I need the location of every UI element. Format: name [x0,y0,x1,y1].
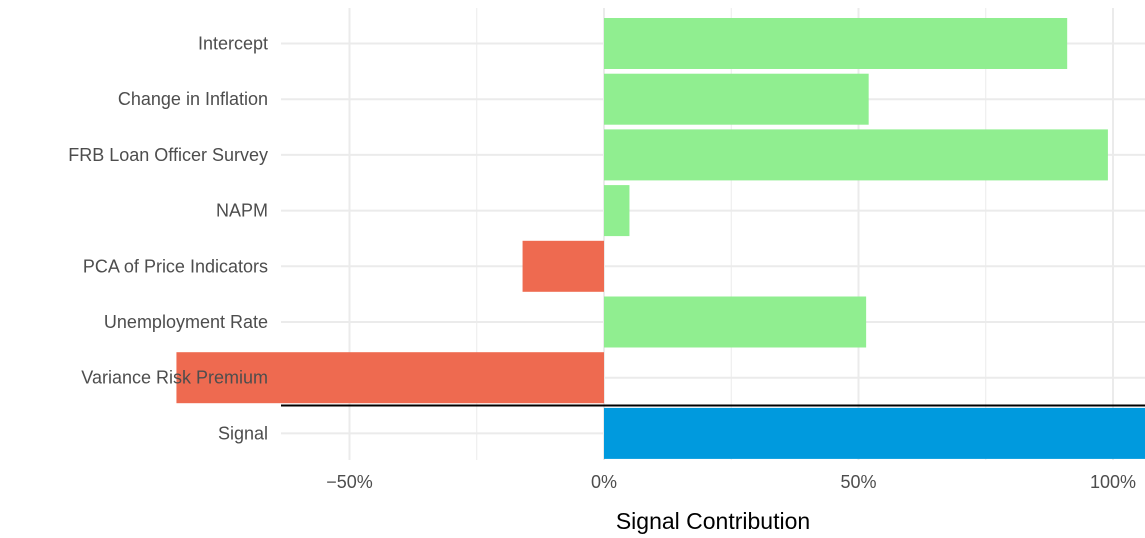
category-label: Unemployment Rate [104,312,268,332]
category-labels: Intercept Change in Inflation FRB Loan Off… [68,34,268,444]
x-axis-title: Signal Contribution [616,508,810,534]
x-tick-label: 50% [840,472,876,492]
category-label: FRB Loan Officer Survey [68,145,268,165]
category-label: PCA of Price Indicators [83,256,268,276]
bar-pca-of-price-indicators [522,240,604,292]
bar-napm [604,185,630,237]
category-label: Intercept [198,34,268,54]
x-tick-labels: −50%0%50%100%150% [326,472,1136,492]
bar-intercept [604,18,1068,69]
category-label: Signal [218,423,268,443]
bar-variance-risk-premium [176,352,604,404]
x-tick-label: 100% [1090,472,1136,492]
x-tick-label: −50% [326,472,373,492]
bar-change-in-inflation [604,73,869,125]
bar-signal [604,407,1145,459]
category-label: Variance Risk Premium [81,368,268,388]
x-tick-label: 0% [591,472,617,492]
category-label: NAPM [216,201,268,221]
category-label: Change in Inflation [118,89,268,109]
bar-layer [176,18,1145,459]
bar-frb-loan-officer-survey [604,129,1108,181]
bar-unemployment-rate [604,296,867,348]
